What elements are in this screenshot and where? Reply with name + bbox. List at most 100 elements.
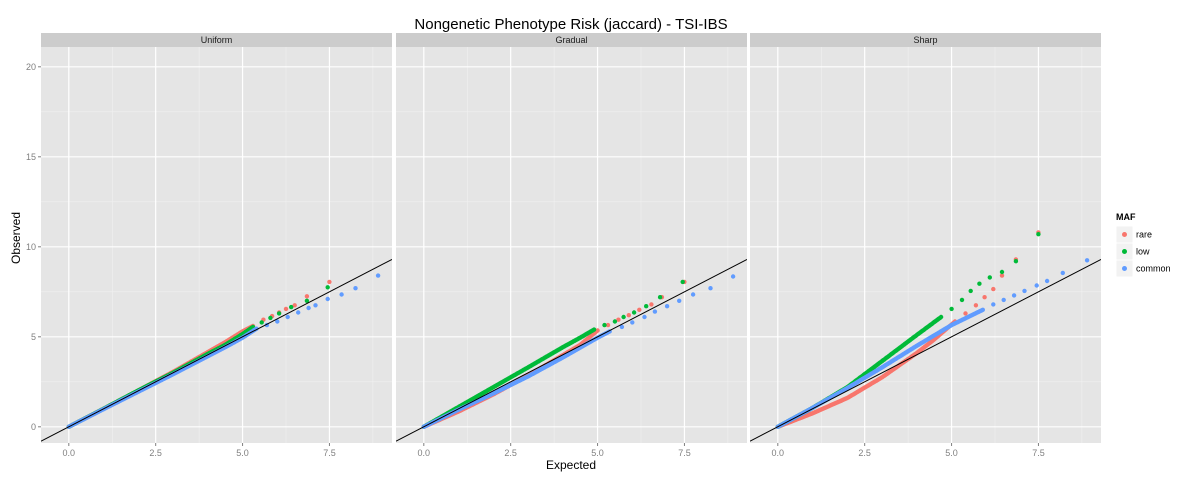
panel-uniform: Uniform 0.0 2.5 5.0 7.5 0 5 10 15 20 (26, 33, 392, 458)
data-point (612, 319, 618, 324)
data-point (591, 327, 597, 332)
data-point (619, 324, 625, 330)
data-point (304, 298, 310, 303)
legend-label: rare (1136, 230, 1152, 240)
y-tick-label: 10 (26, 242, 36, 252)
data-point (1044, 278, 1050, 284)
x-tick-label: 0.0 (772, 448, 785, 458)
y-axis: 0 5 10 15 20 (26, 62, 41, 432)
facet-strip (41, 33, 392, 47)
x-axis: 0.0 2.5 5.0 7.5 (63, 443, 336, 458)
data-point (991, 302, 996, 307)
legend-item-rare: rare (1115, 225, 1152, 244)
x-tick-label: 5.0 (236, 448, 249, 458)
x-axis: 0.0 2.5 5.0 7.5 (772, 443, 1045, 458)
data-point (657, 295, 663, 300)
data-point (664, 304, 670, 309)
data-point (980, 307, 985, 312)
data-point (999, 269, 1005, 275)
legend-item-low: low (1115, 242, 1150, 261)
data-points (421, 274, 736, 429)
legend-label: common (1136, 264, 1171, 274)
reference-line (396, 258, 747, 442)
x-tick-label: 7.5 (678, 448, 691, 458)
x-tick-label: 2.5 (504, 448, 517, 458)
y-tick-label: 5 (31, 332, 36, 342)
data-point (1084, 258, 1090, 263)
x-tick-label: 5.0 (945, 448, 958, 458)
x-tick-label: 7.5 (323, 448, 336, 458)
data-point (649, 302, 654, 307)
data-point (325, 285, 330, 290)
data-point (292, 303, 297, 308)
legend-swatch (1122, 249, 1127, 254)
reference-line (41, 258, 392, 442)
data-point (999, 273, 1005, 278)
facet-label: Gradual (555, 35, 587, 45)
x-tick-label: 0.0 (63, 448, 76, 458)
data-point (977, 281, 982, 286)
x-axis-title: Expected (546, 458, 596, 472)
x-tick-label: 2.5 (149, 448, 162, 458)
data-point (595, 328, 600, 333)
data-point (963, 311, 968, 316)
data-point (605, 322, 611, 328)
data-point (982, 295, 987, 300)
series-common (421, 274, 736, 429)
data-point (325, 296, 330, 302)
y-tick-label: 20 (26, 62, 36, 72)
legend-item-common: common (1115, 259, 1171, 278)
data-point (637, 307, 642, 312)
data-point (690, 292, 696, 297)
x-axis: 0.0 2.5 5.0 7.5 (418, 443, 691, 458)
facet-strip (396, 33, 747, 47)
legend-swatch (1122, 266, 1127, 271)
data-point (289, 304, 294, 310)
data-point (375, 273, 381, 278)
data-point (268, 315, 273, 321)
x-tick-label: 7.5 (1032, 448, 1045, 458)
data-point (677, 298, 682, 303)
data-point (631, 310, 637, 315)
reference-line (750, 258, 1101, 442)
data-point (938, 314, 944, 320)
chart-title: Nongenetic Phenotype Risk (jaccard) - TS… (414, 16, 727, 33)
legend-title: MAF (1116, 212, 1136, 222)
plot-background (41, 47, 392, 443)
facet-panels: Uniform 0.0 2.5 5.0 7.5 0 5 10 15 20 Gradual 0.0 2.5… (26, 33, 1101, 458)
data-point (652, 309, 658, 314)
data-point (991, 286, 996, 292)
y-tick-label: 15 (26, 152, 36, 162)
data-point (1036, 232, 1041, 237)
data-point (730, 274, 736, 279)
data-point (973, 303, 979, 308)
data-point (313, 303, 318, 308)
data-point (275, 319, 280, 324)
data-point (1034, 283, 1039, 288)
data-point (987, 275, 992, 280)
data-point (708, 286, 713, 291)
facet-label: Sharp (913, 35, 937, 45)
data-point (1060, 270, 1066, 276)
panel-gradual: Gradual 0.0 2.5 5.0 7.5 (396, 33, 747, 458)
panel-sharp: Sharp 0.0 2.5 5.0 7.5 (750, 33, 1101, 458)
legend: MAF rare low common (1115, 212, 1171, 278)
data-point (680, 279, 685, 285)
data-point (285, 314, 290, 320)
data-point (276, 311, 282, 316)
data-point (283, 306, 289, 312)
data-point (353, 286, 358, 291)
data-point (626, 313, 631, 318)
series-rare (775, 230, 1041, 429)
x-tick-label: 0.0 (418, 448, 431, 458)
legend-swatch (1122, 232, 1127, 237)
data-point (259, 320, 264, 325)
x-tick-label: 5.0 (591, 448, 604, 458)
data-point (602, 322, 607, 328)
data-point (1011, 293, 1017, 298)
gridlines (41, 47, 392, 443)
data-point (1001, 297, 1006, 303)
plot-background (750, 47, 1101, 443)
plot-background (396, 47, 747, 443)
